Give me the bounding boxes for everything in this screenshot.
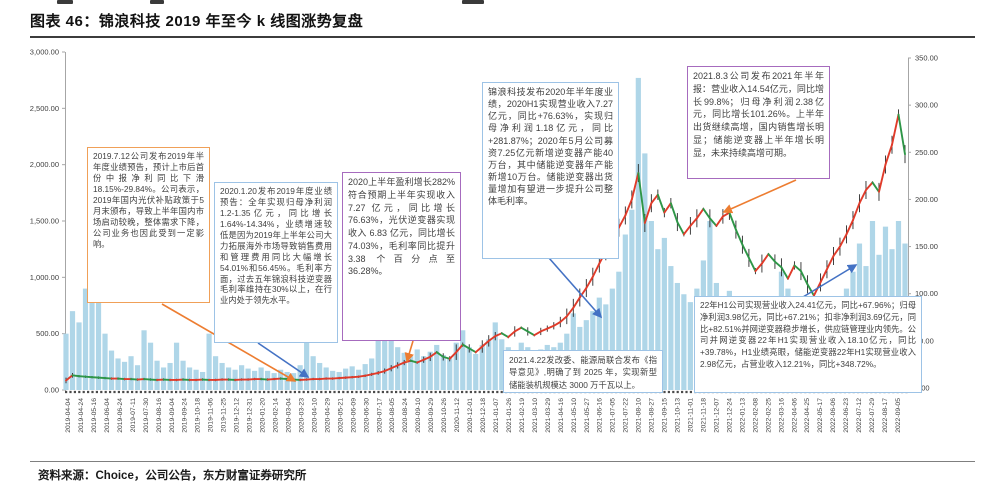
svg-text:2020-04-29: 2020-04-29 [324, 398, 331, 433]
annotation-box-a7: 22年H1公司实现营业收入24.41亿元，同比+67.96%；归母净利润3.98… [694, 296, 922, 393]
annotation-box-a3: 2020上半年盈利增长282%符合预期上半年实现收入 7.27 亿元，同比增长 … [342, 172, 461, 341]
svg-text:2020-07-17: 2020-07-17 [376, 398, 383, 433]
svg-text:150.00: 150.00 [915, 242, 938, 251]
svg-text:0.00: 0.00 [44, 386, 59, 395]
svg-text:350.00: 350.00 [915, 54, 938, 63]
svg-text:2020-01-20: 2020-01-20 [260, 398, 267, 433]
svg-text:2020-08-05: 2020-08-05 [389, 398, 396, 433]
svg-text:250.00: 250.00 [915, 148, 938, 157]
svg-text:2021-01-07: 2021-01-07 [493, 398, 500, 433]
annotation-box-a1: 2019.7.12公司发布2019年半年度业绩预告，预计上市后首份中报净利同比下… [87, 147, 210, 303]
svg-text:2020-04-10: 2020-04-10 [311, 398, 318, 433]
svg-text:2021-03-10: 2021-03-10 [532, 398, 539, 433]
svg-text:2020-02-14: 2020-02-14 [273, 398, 280, 433]
svg-text:1,500.00: 1,500.00 [30, 217, 59, 226]
svg-text:500.00: 500.00 [36, 329, 59, 338]
svg-text:2,000.00: 2,000.00 [30, 160, 59, 169]
svg-text:2022-08-17: 2022-08-17 [882, 398, 889, 433]
svg-text:2021-04-16: 2021-04-16 [558, 398, 565, 433]
footer-divider [30, 461, 975, 462]
annotation-box-a6: 2021.4.22发改委、能源局联合发布《指导意见》,明确了到 2025 年，实… [503, 350, 663, 393]
title-divider [30, 36, 975, 38]
svg-text:2020-06-09: 2020-06-09 [350, 398, 357, 433]
svg-text:2020-11-12: 2020-11-12 [454, 398, 461, 432]
svg-text:2021-09-15: 2021-09-15 [662, 398, 669, 433]
svg-text:2022-02-08: 2022-02-08 [752, 398, 759, 433]
svg-text:2021-11-18: 2021-11-18 [700, 398, 707, 432]
svg-text:2022-04-06: 2022-04-06 [791, 398, 798, 433]
svg-text:2022-07-29: 2022-07-29 [869, 398, 876, 433]
svg-text:2021-05-27: 2021-05-27 [584, 398, 591, 433]
svg-text:2020-10-26: 2020-10-26 [441, 398, 448, 433]
svg-text:2021-01-26: 2021-01-26 [506, 398, 513, 433]
svg-text:2019-04-04: 2019-04-04 [65, 398, 72, 433]
svg-text:2019-06-04: 2019-06-04 [104, 398, 111, 433]
svg-text:50.00: 50.00 [915, 336, 934, 345]
annotation-box-a2: 2020.1.20发布2019年度业绩预告：全年实现归母净利润1.2-1.35亿… [214, 182, 338, 343]
svg-text:3,000.00: 3,000.00 [30, 48, 59, 57]
cropped-text-artifact [57, 0, 73, 4]
svg-text:300.00: 300.00 [915, 101, 938, 110]
svg-text:2021-02-19: 2021-02-19 [519, 398, 526, 433]
svg-text:2020-09-10: 2020-09-10 [415, 398, 422, 433]
svg-text:2019-07-30: 2019-07-30 [143, 398, 150, 433]
svg-text:0.00: 0.00 [915, 384, 930, 393]
svg-text:2019-05-16: 2019-05-16 [91, 398, 98, 433]
svg-text:2021-07-22: 2021-07-22 [623, 398, 630, 433]
svg-text:2021-11-01: 2021-11-01 [688, 398, 695, 432]
svg-text:2022-01-13: 2022-01-13 [739, 398, 746, 433]
source-note: 资料来源：Choice，公司公告，东方财富证券研究所 [38, 470, 307, 482]
svg-text:2019-10-18: 2019-10-18 [195, 398, 202, 433]
x-axis-labels: 2019-04-04 2019-04-24 2019-05-16 2019-06-04… [65, 398, 902, 433]
svg-text:2019-08-16: 2019-08-16 [156, 398, 163, 433]
svg-text:2020-09-29: 2020-09-29 [428, 398, 435, 433]
svg-text:2021-12-24: 2021-12-24 [726, 398, 733, 433]
svg-text:100.00: 100.00 [915, 289, 938, 298]
cropped-text-artifact [150, 0, 164, 4]
svg-text:2021-10-13: 2021-10-13 [675, 398, 682, 433]
svg-text:2019-12-12: 2019-12-12 [234, 398, 241, 433]
svg-text:2021-08-10: 2021-08-10 [636, 398, 643, 433]
left-axis: 3,000.00 2,500.00 2,000.00 1,500.00 1,000.00… [30, 48, 65, 395]
svg-text:2022-06-06: 2022-06-06 [830, 398, 837, 433]
svg-text:2019-09-24: 2019-09-24 [182, 398, 189, 433]
annotation-box-a5: 2021.8.3公司发布2021年半年报：营业收入14.54亿元，同比增长99.… [687, 66, 830, 179]
svg-text:2020-08-24: 2020-08-24 [402, 398, 409, 433]
svg-text:2020-12-18: 2020-12-18 [480, 398, 487, 433]
annotation-box-a4: 锦浪科技发布2020年半年度业绩，2020H1实现营业收入7.27亿元，同比+7… [482, 82, 619, 259]
svg-text:2021-05-10: 2021-05-10 [571, 398, 578, 433]
svg-text:2021-07-05: 2021-07-05 [610, 398, 617, 433]
svg-text:2022-02-25: 2022-02-25 [765, 398, 772, 433]
svg-text:2022-07-12: 2022-07-12 [856, 398, 863, 433]
svg-text:2022-05-17: 2022-05-17 [817, 398, 824, 433]
svg-text:2021-08-27: 2021-08-27 [649, 398, 656, 433]
figure-title: 图表 46：锦浪科技 2019 年至今 k 线图涨势复盘 [30, 13, 364, 30]
svg-text:2021-06-16: 2021-06-16 [597, 398, 604, 433]
svg-text:2022-06-23: 2022-06-23 [843, 398, 850, 433]
svg-text:2019-09-04: 2019-09-04 [169, 398, 176, 433]
svg-text:2019-06-24: 2019-06-24 [117, 398, 124, 433]
svg-text:2019-11-25: 2019-11-25 [221, 398, 228, 432]
svg-text:2021-03-29: 2021-03-29 [545, 398, 552, 433]
svg-text:2020-12-01: 2020-12-01 [467, 398, 474, 433]
svg-text:2019-11-06: 2019-11-06 [208, 398, 215, 432]
svg-text:2020-05-21: 2020-05-21 [337, 398, 344, 433]
svg-text:2021-12-07: 2021-12-07 [713, 398, 720, 433]
annotation-arrows [161, 179, 858, 382]
svg-text:2022-09-05: 2022-09-05 [895, 398, 902, 433]
svg-text:2022-03-16: 2022-03-16 [778, 398, 785, 433]
svg-text:2020-03-23: 2020-03-23 [298, 398, 305, 433]
svg-text:200.00: 200.00 [915, 195, 938, 204]
svg-text:2019-07-11: 2019-07-11 [130, 398, 137, 432]
svg-text:2020-06-30: 2020-06-30 [363, 398, 370, 433]
svg-text:2019-12-31: 2019-12-31 [247, 398, 254, 433]
svg-text:2020-03-04: 2020-03-04 [285, 398, 292, 433]
svg-text:1,000.00: 1,000.00 [30, 273, 59, 282]
svg-text:2022-04-25: 2022-04-25 [804, 398, 811, 433]
svg-text:2,500.00: 2,500.00 [30, 104, 59, 113]
svg-text:2019-04-24: 2019-04-24 [78, 398, 85, 433]
cropped-text-artifact [462, 0, 484, 4]
